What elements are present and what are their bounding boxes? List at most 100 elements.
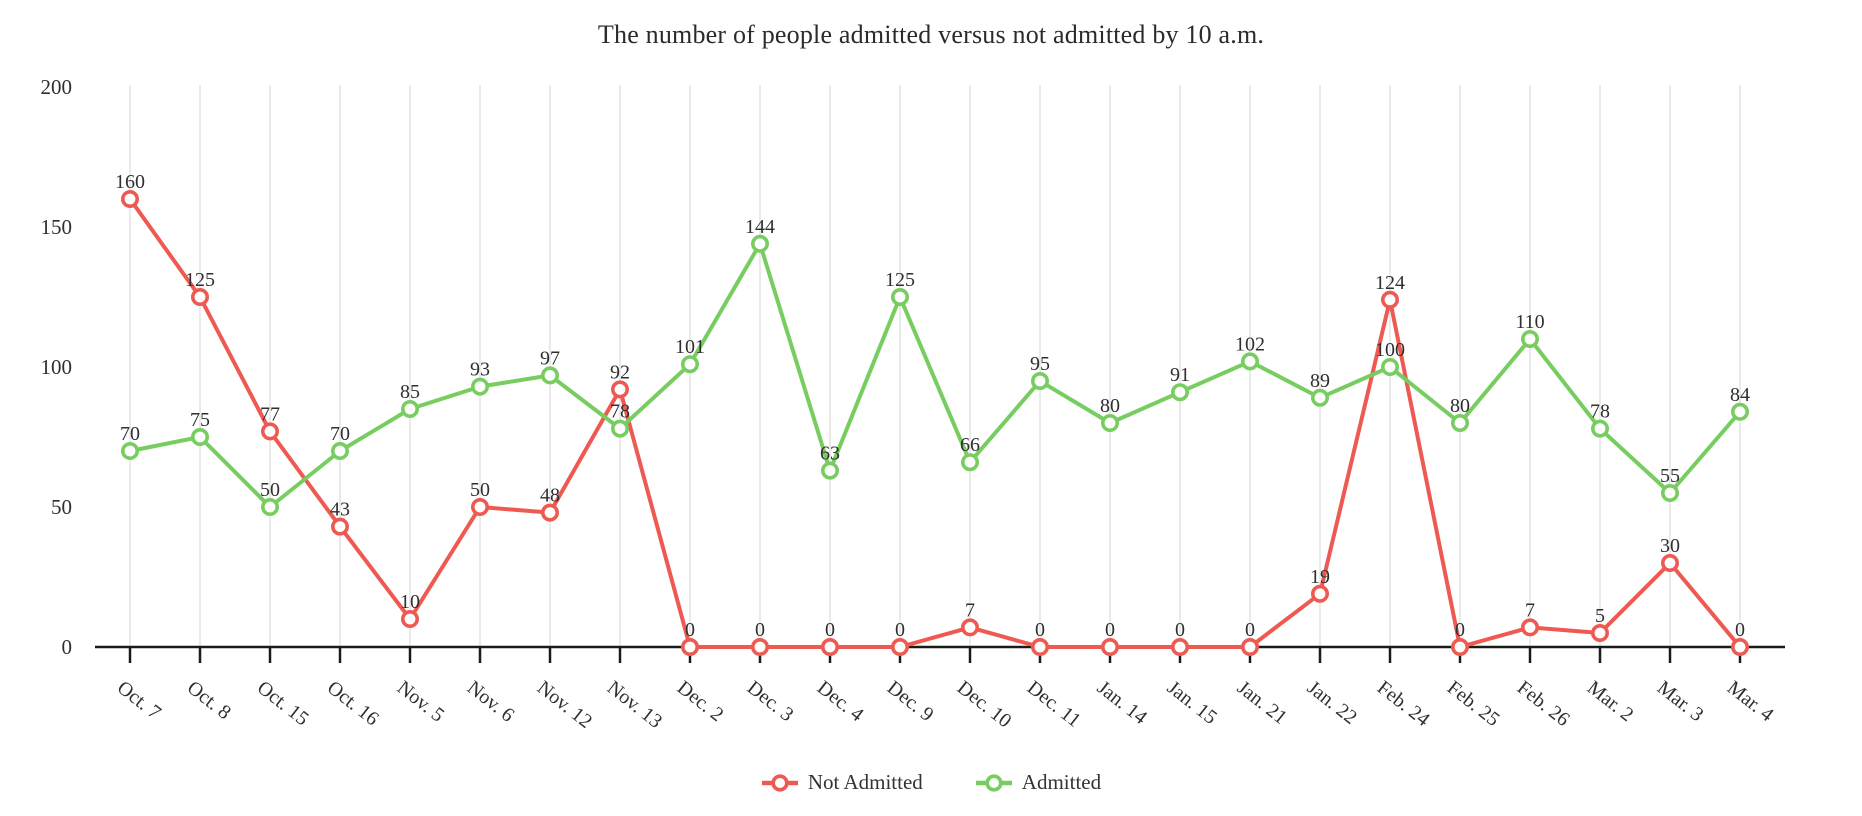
data-point-not-admitted-mar.-2 bbox=[1591, 623, 1610, 642]
data-label-admitted-mar.-3: 55 bbox=[1660, 465, 1680, 487]
data-point-admitted-mar.-4 bbox=[1731, 402, 1750, 421]
y-tick-label-150: 150 bbox=[41, 215, 73, 239]
data-label-admitted-feb.-24: 100 bbox=[1375, 339, 1405, 361]
data-label-admitted-mar.-4: 84 bbox=[1730, 384, 1750, 406]
data-label-not-admitted-oct.-7: 160 bbox=[115, 171, 145, 193]
data-label-not-admitted-oct.-8: 125 bbox=[185, 269, 215, 291]
data-point-admitted-nov.-5 bbox=[400, 399, 419, 418]
data-point-admitted-nov.-12 bbox=[540, 366, 559, 385]
data-point-admitted-dec.-2 bbox=[680, 355, 699, 374]
data-point-admitted-feb.-24 bbox=[1381, 357, 1400, 376]
data-label-not-admitted-dec.-9: 0 bbox=[895, 619, 905, 641]
data-label-admitted-jan.-21: 102 bbox=[1235, 333, 1265, 355]
data-label-admitted-oct.-16: 70 bbox=[330, 423, 350, 445]
data-point-admitted-mar.-2 bbox=[1591, 419, 1610, 438]
series-line-not-admitted bbox=[128, 197, 1742, 649]
data-label-not-admitted-nov.-6: 50 bbox=[470, 479, 490, 501]
data-label-not-admitted-mar.-4: 0 bbox=[1735, 619, 1745, 641]
data-point-admitted-mar.-3 bbox=[1661, 483, 1680, 502]
x-tick-label-oct.-15: Oct. 15 bbox=[253, 677, 313, 731]
data-label-not-admitted-feb.-26: 7 bbox=[1525, 599, 1535, 621]
data-label-admitted-feb.-26: 110 bbox=[1515, 311, 1544, 333]
x-tick-label-nov.-13: Nov. 13 bbox=[603, 677, 666, 733]
x-tick-label-jan.-22: Jan. 22 bbox=[1303, 677, 1361, 729]
data-point-not-admitted-oct.-16 bbox=[330, 517, 349, 536]
data-point-admitted-jan.-22 bbox=[1311, 388, 1330, 407]
legend-item-not-admitted: Not Admitted bbox=[761, 770, 923, 795]
data-label-not-admitted-mar.-3: 30 bbox=[1660, 535, 1680, 557]
data-point-admitted-dec.-9 bbox=[890, 287, 909, 306]
data-point-not-admitted-nov.-6 bbox=[470, 497, 489, 516]
data-label-not-admitted-jan.-15: 0 bbox=[1175, 619, 1185, 641]
data-point-admitted-feb.-26 bbox=[1521, 329, 1540, 348]
data-point-admitted-nov.-13 bbox=[610, 419, 629, 438]
data-label-admitted-dec.-9: 125 bbox=[885, 269, 915, 291]
series-line-admitted bbox=[129, 241, 1742, 509]
data-label-not-admitted-mar.-2: 5 bbox=[1595, 605, 1605, 627]
data-label-admitted-nov.-6: 93 bbox=[470, 359, 490, 381]
data-label-admitted-feb.-25: 80 bbox=[1450, 395, 1470, 417]
data-label-not-admitted-dec.-4: 0 bbox=[825, 619, 835, 641]
x-tick-label-feb.-26: Feb. 26 bbox=[1513, 677, 1574, 731]
x-tick-label-oct.-8: Oct. 8 bbox=[183, 677, 235, 724]
y-tick-label-100: 100 bbox=[41, 355, 73, 379]
data-point-not-admitted-jan.-22 bbox=[1311, 584, 1330, 603]
x-tick-label-jan.-21: Jan. 21 bbox=[1233, 677, 1291, 729]
x-tick-label-mar.-2: Mar. 2 bbox=[1583, 677, 1638, 726]
legend-item-admitted: Admitted bbox=[975, 770, 1101, 795]
x-tick-label-dec.-2: Dec. 2 bbox=[673, 677, 728, 726]
data-point-admitted-oct.-8 bbox=[191, 427, 210, 446]
data-label-not-admitted-feb.-24: 124 bbox=[1375, 272, 1405, 294]
chart-title: The number of people admitted versus not… bbox=[597, 20, 1265, 49]
x-tick-label-jan.-14: Jan. 14 bbox=[1093, 677, 1151, 729]
x-tick-label-dec.-11: Dec. 11 bbox=[1023, 677, 1085, 732]
data-label-admitted-jan.-14: 80 bbox=[1100, 395, 1120, 417]
data-point-not-admitted-dec.-4 bbox=[820, 637, 839, 656]
y-tick-label-50: 50 bbox=[51, 495, 72, 519]
data-point-admitted-oct.-16 bbox=[330, 441, 349, 460]
x-tick-label-feb.-24: Feb. 24 bbox=[1373, 677, 1434, 731]
data-point-not-admitted-nov.-13 bbox=[610, 380, 629, 399]
data-point-admitted-jan.-21 bbox=[1241, 352, 1260, 371]
data-label-admitted-dec.-11: 95 bbox=[1030, 353, 1050, 375]
data-point-admitted-nov.-6 bbox=[470, 377, 489, 396]
x-tick-label-nov.-12: Nov. 12 bbox=[533, 677, 596, 733]
data-label-admitted-oct.-7: 70 bbox=[120, 423, 140, 445]
data-point-admitted-feb.-25 bbox=[1451, 413, 1470, 432]
data-label-admitted-jan.-15: 91 bbox=[1170, 364, 1190, 386]
data-point-admitted-oct.-15 bbox=[260, 497, 279, 516]
legend: Not Admitted Admitted bbox=[0, 770, 1862, 795]
x-tick-label-oct.-7: Oct. 7 bbox=[113, 677, 165, 724]
data-point-not-admitted-jan.-21 bbox=[1241, 637, 1260, 656]
data-point-not-admitted-dec.-11 bbox=[1031, 637, 1050, 656]
y-tick-label-200: 200 bbox=[41, 75, 73, 99]
data-label-admitted-dec.-2: 101 bbox=[675, 336, 705, 358]
data-point-not-admitted-nov.-5 bbox=[400, 609, 419, 628]
data-point-not-admitted-mar.-4 bbox=[1731, 637, 1750, 656]
data-label-admitted-mar.-2: 78 bbox=[1590, 401, 1610, 423]
data-label-not-admitted-jan.-22: 19 bbox=[1310, 566, 1330, 588]
legend-circle-not-admitted bbox=[771, 773, 789, 792]
x-tick-label-oct.-16: Oct. 16 bbox=[323, 677, 383, 731]
data-point-not-admitted-feb.-24 bbox=[1381, 290, 1400, 309]
x-tick-label-dec.-3: Dec. 3 bbox=[743, 677, 798, 726]
y-tick-label-0: 0 bbox=[62, 635, 73, 659]
data-label-admitted-oct.-8: 75 bbox=[190, 409, 210, 431]
data-label-admitted-dec.-10: 66 bbox=[960, 434, 980, 456]
x-tick-label-jan.-15: Jan. 15 bbox=[1163, 677, 1221, 729]
data-point-admitted-jan.-15 bbox=[1171, 383, 1190, 402]
data-label-not-admitted-jan.-21: 0 bbox=[1245, 619, 1255, 641]
legend-marker-icon-not-admitted bbox=[761, 773, 798, 792]
data-label-admitted-dec.-3: 144 bbox=[745, 216, 775, 238]
data-label-not-admitted-nov.-13: 92 bbox=[610, 361, 630, 383]
data-point-not-admitted-oct.-8 bbox=[191, 287, 210, 306]
data-point-admitted-dec.-3 bbox=[750, 234, 769, 253]
data-point-not-admitted-dec.-10 bbox=[960, 618, 979, 637]
data-label-not-admitted-dec.-2: 0 bbox=[685, 619, 695, 641]
data-label-not-admitted-dec.-11: 0 bbox=[1035, 619, 1045, 641]
data-point-not-admitted-mar.-3 bbox=[1661, 553, 1680, 572]
data-label-admitted-nov.-5: 85 bbox=[400, 381, 420, 403]
data-label-admitted-nov.-12: 97 bbox=[540, 347, 560, 369]
x-tick-label-dec.-10: Dec. 10 bbox=[953, 677, 1016, 733]
